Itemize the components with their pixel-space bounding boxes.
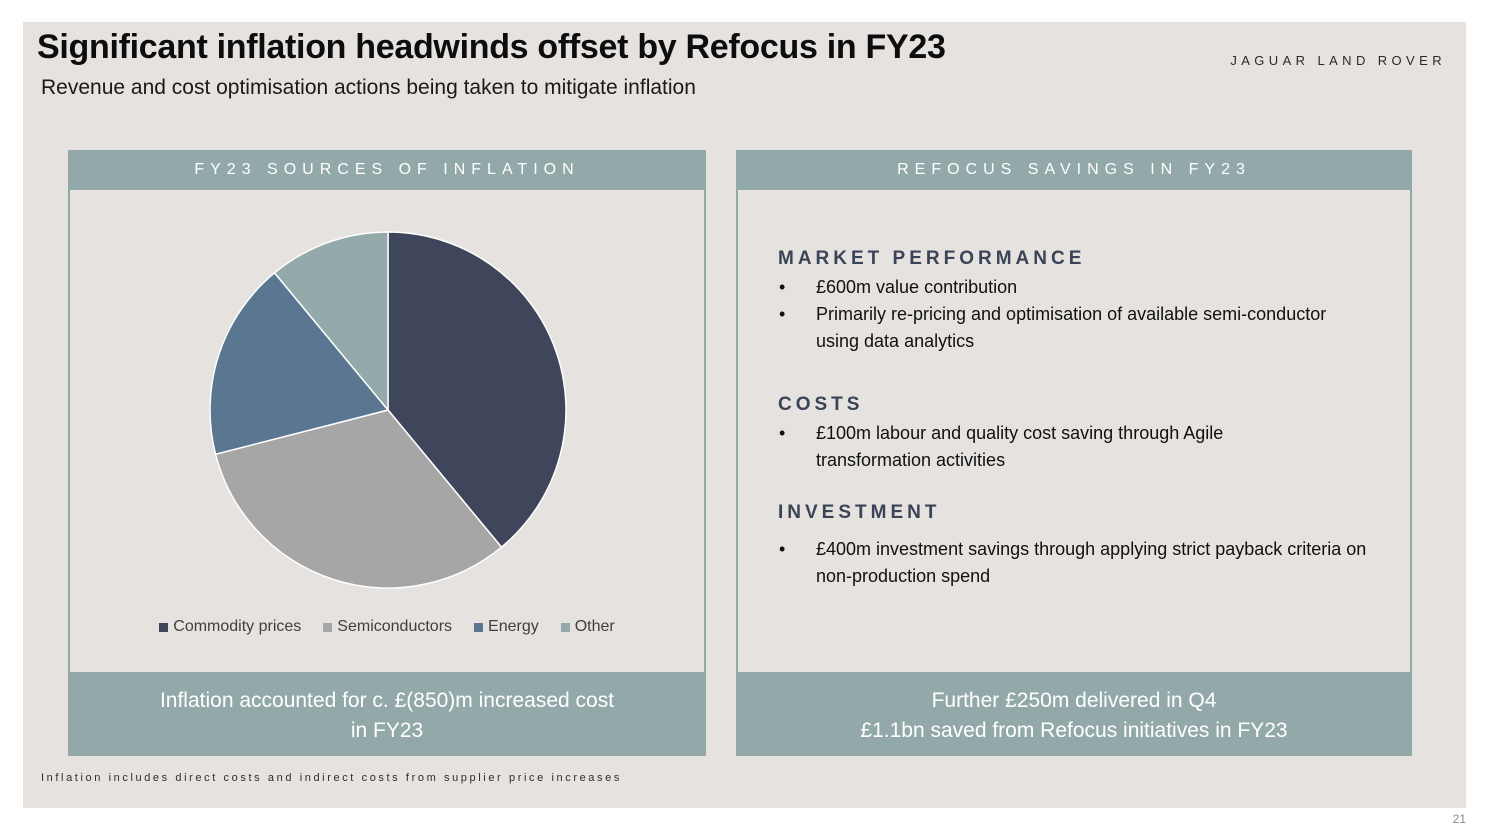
legend-swatch (560, 622, 570, 632)
inflation-panel-header: FY23 SOURCES OF INFLATION (194, 161, 580, 178)
refocus-summary: Further £250m delivered in Q4 £1.1bn sav… (736, 676, 1412, 756)
footnote: Inflation includes direct costs and indi… (41, 772, 622, 784)
refocus-panel: REFOCUS SAVINGS IN FY23 MARKET PERFORMAN… (736, 150, 1412, 756)
legend-item-semiconductors: Semiconductors (323, 618, 452, 636)
inflation-summary: Inflation accounted for c. £(850)m incre… (68, 676, 706, 756)
section-title: MARKET PERFORMANCE (778, 248, 1086, 269)
section-title: COSTS (778, 394, 864, 415)
pie-slice-other (273, 231, 389, 413)
inflation-summary-line1: Inflation accounted for c. £(850)m incre… (159, 689, 615, 712)
page-subtitle: Revenue and cost optimisation actions be… (41, 76, 696, 99)
page-title: Significant inflation headwinds offset b… (37, 28, 946, 66)
chart-legend: Commodity prices Semiconductors Energy O… (70, 618, 704, 636)
slide: Significant inflation headwinds offset b… (23, 22, 1466, 808)
inflation-panel: FY23 SOURCES OF INFLATION Commodity pric… (68, 150, 706, 756)
inflation-pie-chart (209, 231, 567, 589)
legend-label: Other (574, 618, 615, 635)
refocus-summary-line1: Further £250m delivered in Q4 (931, 689, 1217, 712)
legend-swatch (474, 622, 484, 632)
refocus-content: MARKET PERFORMANCE £600m value contribut… (738, 190, 1410, 672)
bullet-item: Primarily re-pricing and optimisation of… (778, 301, 1336, 355)
inflation-summary-line2: in FY23 (350, 719, 424, 742)
section-investment: INVESTMENT £400m investment savings thro… (778, 502, 1390, 590)
legend-item-commodity: Commodity prices (159, 618, 301, 636)
pie-slice-semiconductors (214, 409, 503, 589)
brand-logo: JAGUAR LAND ROVER (1230, 53, 1446, 68)
section-title: INVESTMENT (778, 502, 941, 523)
bullet-item: £400m investment savings through applyin… (778, 536, 1376, 590)
section-market-performance: MARKET PERFORMANCE £600m value contribut… (778, 248, 1390, 355)
page-number: 21 (1452, 812, 1466, 826)
legend-label: Commodity prices (173, 618, 302, 635)
bullet-item: £600m value contribution (778, 274, 1390, 301)
refocus-summary-line2: £1.1bn saved from Refocus initiatives in… (860, 719, 1288, 742)
legend-label: Semiconductors (337, 618, 453, 635)
legend-label: Energy (488, 618, 539, 635)
refocus-panel-header: REFOCUS SAVINGS IN FY23 (897, 161, 1251, 178)
inflation-chart-area: Commodity prices Semiconductors Energy O… (70, 190, 704, 672)
legend-item-other: Other (560, 618, 615, 636)
pie-slice-energy (209, 271, 390, 456)
bullet-item: £100m labour and quality cost saving thr… (778, 420, 1306, 474)
legend-swatch (323, 622, 333, 632)
legend-swatch (159, 622, 169, 632)
legend-item-energy: Energy (474, 618, 539, 636)
pie-slice-commodity-prices (387, 231, 567, 549)
section-costs: COSTS £100m labour and quality cost savi… (778, 394, 1390, 474)
